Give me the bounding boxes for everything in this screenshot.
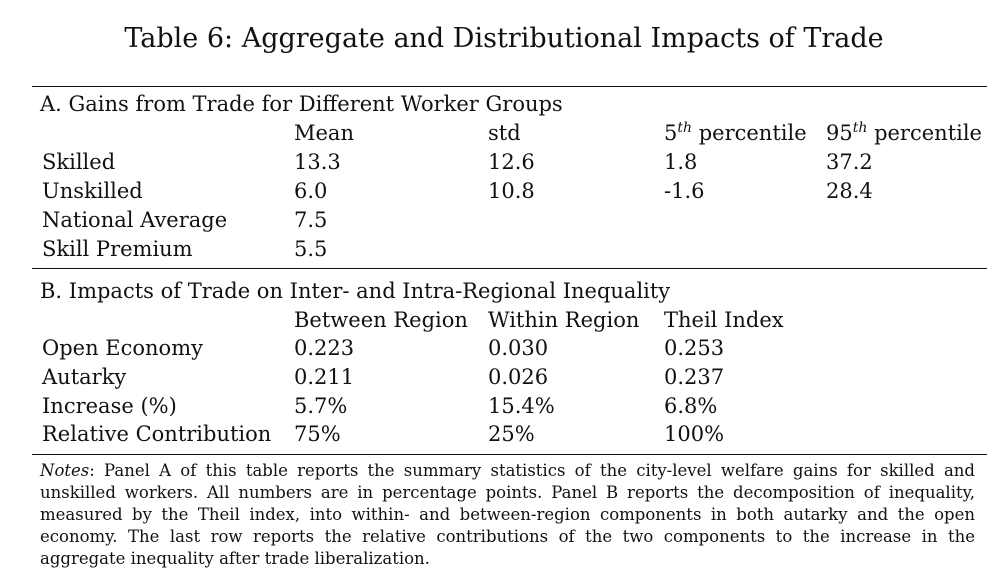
panel-a-heading: A. Gains from Trade for Different Worker… (40, 92, 563, 116)
cell-p5: 1.8 (664, 150, 698, 174)
cell-between: 0.211 (294, 365, 355, 389)
col-header-within-region: Within Region (488, 308, 640, 332)
cell-std: 10.8 (488, 179, 535, 203)
cell-within: 15.4% (488, 394, 555, 418)
panel-divider-rule (32, 268, 987, 269)
p95-word: percentile (867, 121, 982, 145)
notes-label: Notes (40, 461, 90, 480)
cell-p95: 28.4 (826, 179, 873, 203)
top-rule (32, 86, 987, 87)
cell-between: 5.7% (294, 394, 348, 418)
row-label: Increase (%) (42, 394, 177, 418)
cell-between: 75% (294, 422, 341, 446)
col-header-std: std (488, 121, 521, 145)
notes-text: : Panel A of this table reports the summ… (40, 461, 975, 568)
cell-mean: 5.5 (294, 237, 328, 261)
row-label: Skilled (42, 150, 116, 174)
cell-theil: 0.253 (664, 336, 725, 360)
cell-std: 12.6 (488, 150, 535, 174)
row-label: Autarky (42, 365, 127, 389)
cell-theil: 100% (664, 422, 725, 446)
row-label: Skill Premium (42, 237, 193, 261)
panel-b-heading: B. Impacts of Trade on Inter- and Intra-… (40, 279, 671, 303)
col-header-mean: Mean (294, 121, 354, 145)
row-label: National Average (42, 208, 228, 232)
cell-mean: 7.5 (294, 208, 328, 232)
bottom-rule (32, 454, 987, 455)
p5-number: 5 (664, 121, 678, 145)
table-notes: Notes: Panel A of this table reports the… (40, 460, 975, 570)
col-header-between-region: Between Region (294, 308, 468, 332)
row-label: Open Economy (42, 336, 203, 360)
p95-superscript: th (852, 120, 868, 136)
cell-theil: 0.237 (664, 365, 725, 389)
col-header-theil-index: Theil Index (664, 308, 784, 332)
row-label: Relative Contribution (42, 422, 272, 446)
cell-p5: -1.6 (664, 179, 705, 203)
p5-word: percentile (692, 121, 807, 145)
cell-mean: 6.0 (294, 179, 328, 203)
p95-number: 95 (826, 121, 853, 145)
cell-within: 0.026 (488, 365, 549, 389)
cell-p95: 37.2 (826, 150, 873, 174)
col-header-5th-percentile: 5th percentile (664, 119, 807, 147)
cell-mean: 13.3 (294, 150, 341, 174)
table-title: Table 6: Aggregate and Distributional Im… (124, 23, 884, 54)
cell-theil: 6.8% (664, 394, 718, 418)
cell-between: 0.223 (294, 336, 355, 360)
col-header-95th-percentile: 95th percentile (826, 119, 982, 147)
p5-superscript: th (677, 120, 693, 136)
row-label: Unskilled (42, 179, 143, 203)
cell-within: 0.030 (488, 336, 549, 360)
cell-within: 25% (488, 422, 535, 446)
